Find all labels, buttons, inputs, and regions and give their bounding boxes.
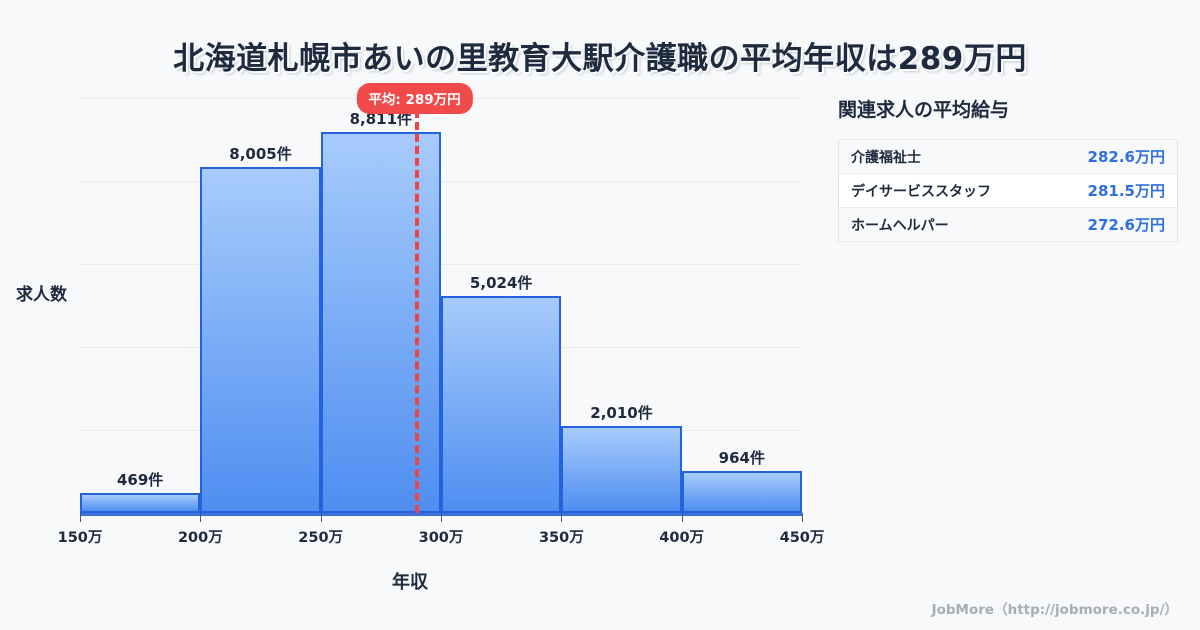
related-salary-panel: 関連求人の平均給与 介護福祉士 282.6万円デイサービススタッフ 281.5万円ホ… [838,95,1178,242]
x-axis-tick-label: 350万 [538,530,584,546]
x-axis-tick-label: 150万 [57,530,103,546]
page-title: 北海道札幌市あいの里教育大駅介護職の平均年収は289万円 [173,41,1027,77]
x-axis-tick [200,513,202,522]
x-axis-tick-label: 400万 [659,530,705,546]
x-axis-tick-label: 450万 [779,530,825,546]
histogram-chart: 469件 8,005件 8,811件 5,024件 2,010件 964件 平均: 289… [0,83,824,593]
plot-area [80,98,802,513]
related-salary-pay: 272.6万円 [1087,216,1165,234]
related-salary-pay: 282.6万円 [1087,148,1165,166]
x-axis-tick [80,513,81,522]
bar-value-label: 5,024件 [469,273,533,292]
x-axis-tick [561,513,563,522]
x-axis-tick [320,513,322,522]
related-salary-table: 介護福祉士 282.6万円デイサービススタッフ 281.5万円ホームヘルパー 272.… [838,139,1178,242]
x-axis-title: 年収 [392,572,428,593]
footer-attribution: JobMore（http://jobmore.co.jp/） [931,602,1178,618]
bar [561,426,682,513]
related-salary-row: 介護福祉士 282.6万円 [839,140,1177,174]
bar-value-label: 8,811件 [349,110,413,129]
bar-value-label: 8,005件 [229,144,292,163]
x-axis-tick-label: 250万 [298,530,344,546]
x-axis-tick [802,513,803,522]
bar [441,295,562,513]
gridline [80,264,802,265]
related-salary-row: デイサービススタッフ 281.5万円 [839,174,1177,208]
x-axis-tick [441,513,442,522]
y-axis-title: 求人数 [16,285,67,305]
x-axis-tick [681,513,683,522]
related-salary-title: 関連求人の平均給与 [838,99,1010,121]
gridline [80,181,802,182]
x-axis-tick-label: 300万 [418,530,464,546]
related-salary-job: 介護福祉士 [851,149,921,166]
bar [80,492,201,513]
related-salary-pay: 281.5万円 [1087,182,1165,200]
bar-value-label: 469件 [117,470,164,489]
x-axis-tick-label: 200万 [177,530,223,546]
average-line [414,98,419,513]
related-salary-job: ホームヘルパー [851,217,949,234]
related-salary-row: ホームヘルパー 272.6万円 [839,208,1177,242]
bar-value-label: 2,010件 [590,404,653,423]
related-salary-job: デイサービススタッフ [851,183,991,200]
bar-value-label: 964件 [718,449,765,468]
bar [200,166,321,513]
average-badge: 平均: 289万円 [356,83,473,114]
bar [681,471,802,513]
bar [320,132,441,513]
